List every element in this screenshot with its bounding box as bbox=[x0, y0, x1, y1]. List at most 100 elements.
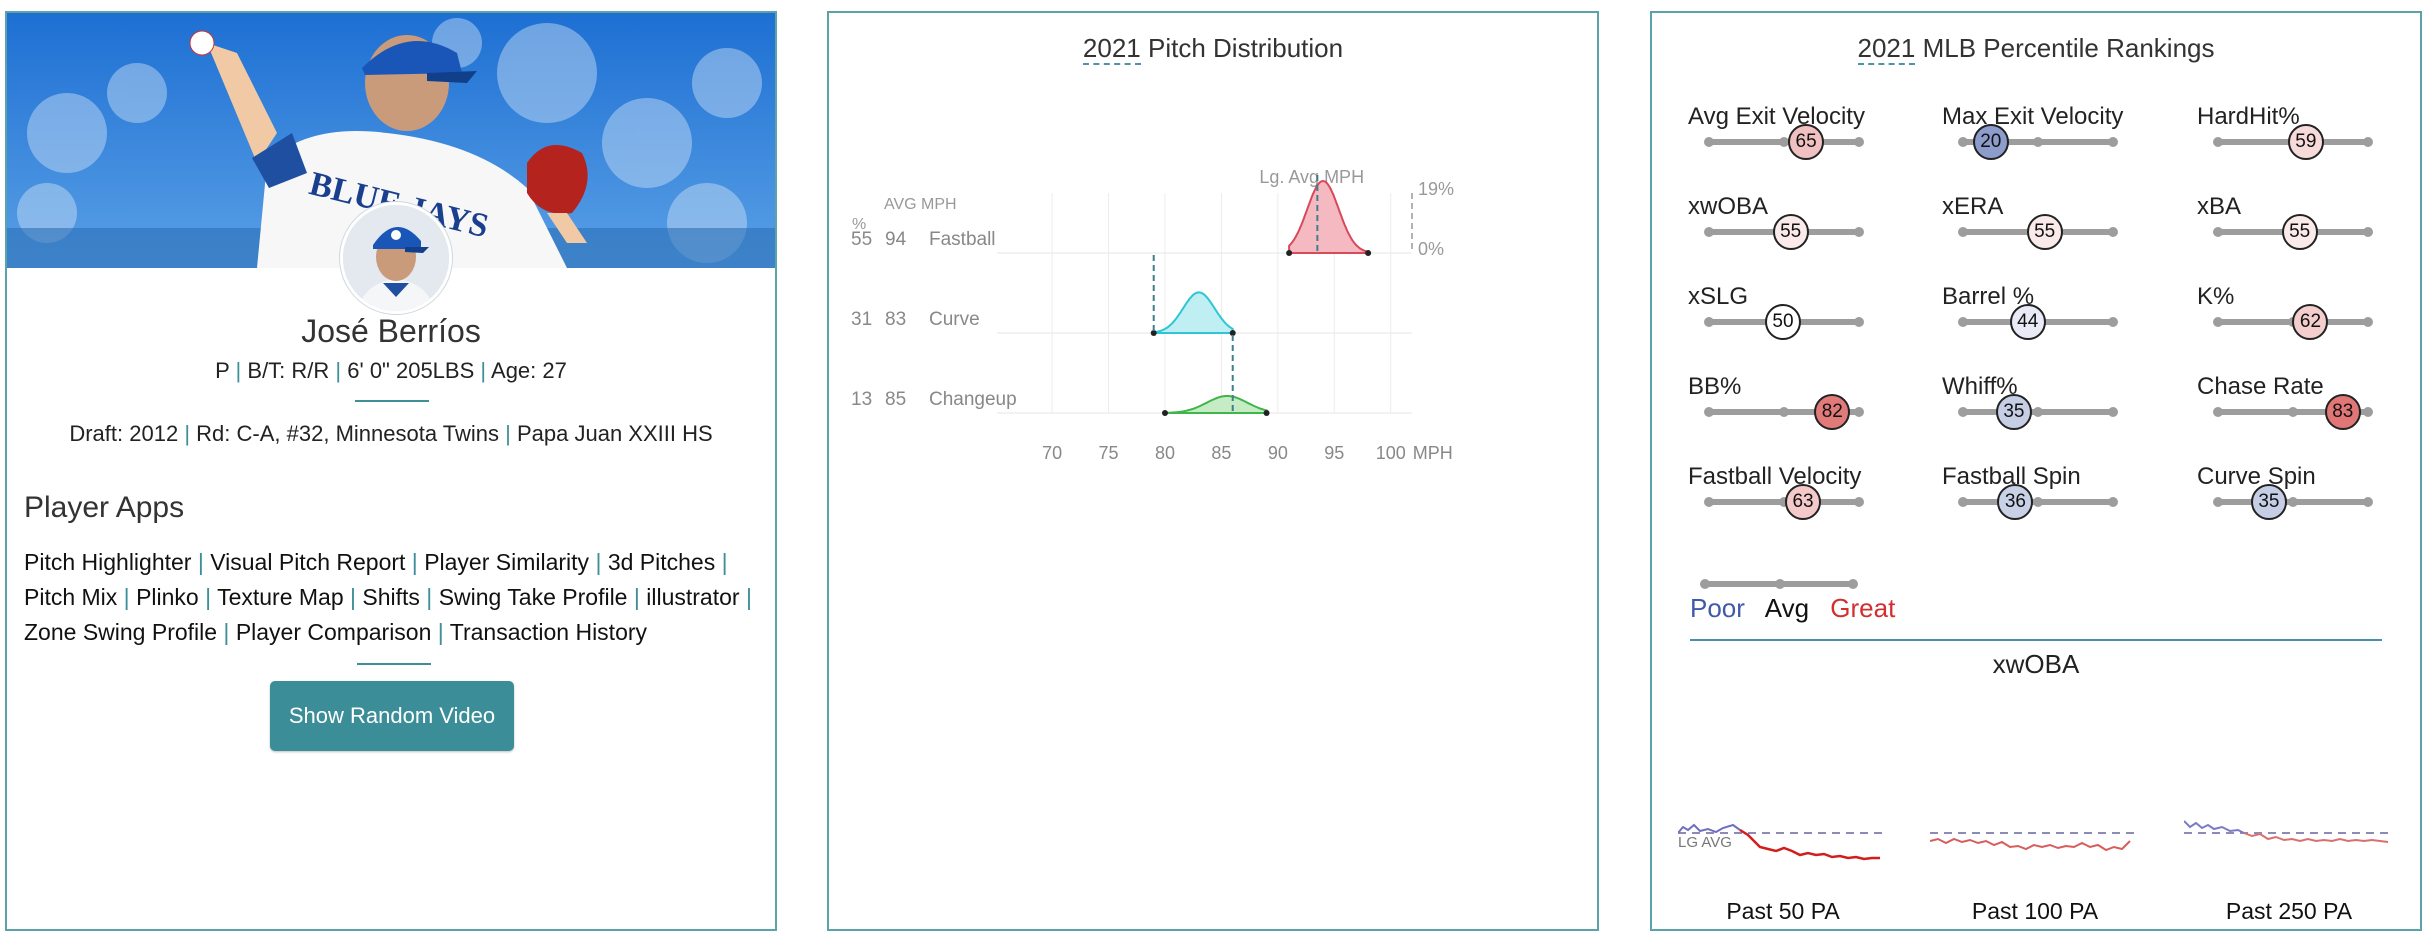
track-dot bbox=[2213, 407, 2223, 417]
percentile-metric: Fastball Velocity 63 bbox=[1688, 463, 1928, 533]
app-link[interactable]: illustrator bbox=[646, 584, 740, 610]
track-dot bbox=[1854, 497, 1864, 507]
track-dot bbox=[1704, 317, 1714, 327]
track-dot bbox=[2363, 317, 2373, 327]
year-selector[interactable]: 2021 bbox=[1857, 33, 1916, 65]
draft-year: 2012 bbox=[129, 421, 179, 446]
x-tick-label: 100 bbox=[1376, 443, 1406, 463]
percentile-bubble[interactable]: 35 bbox=[1995, 394, 2032, 430]
xwoba-rolling-title: xwOBA bbox=[1992, 649, 2080, 679]
bio-position: P bbox=[215, 358, 230, 383]
track-dot bbox=[1854, 407, 1864, 417]
metric-label: HardHit% bbox=[2197, 103, 2300, 130]
pitch-density-curve bbox=[1152, 291, 1234, 334]
separator: | bbox=[627, 584, 647, 610]
track-dot bbox=[1704, 407, 1714, 417]
app-link[interactable]: Zone Swing Profile bbox=[24, 619, 218, 645]
track-dot bbox=[2108, 137, 2118, 147]
track-dot bbox=[1779, 137, 1789, 147]
pitch-density-curve bbox=[1164, 395, 1268, 414]
avg-mph-header: AVG MPH bbox=[884, 196, 957, 213]
legend-poor: Poor bbox=[1690, 593, 1745, 623]
app-link[interactable]: Visual Pitch Report bbox=[210, 549, 406, 575]
track-dot bbox=[2363, 497, 2373, 507]
divider bbox=[1690, 639, 2382, 641]
app-link[interactable]: Swing Take Profile bbox=[438, 584, 628, 610]
app-link[interactable]: Shifts bbox=[362, 584, 420, 610]
app-link[interactable]: Pitch Mix bbox=[24, 584, 118, 610]
percentile-bubble[interactable]: 63 bbox=[1785, 484, 1822, 520]
percentile-bubble[interactable]: 50 bbox=[1765, 304, 1801, 340]
percentile-bubble[interactable]: 82 bbox=[1814, 394, 1851, 430]
pitch-distribution-panel: 2021 Pitch Distribution Lg. Avg MPH 19% 0%… bbox=[827, 11, 1599, 931]
percentile-bubble[interactable]: 62 bbox=[2292, 304, 2329, 340]
separator: | bbox=[335, 358, 342, 383]
x-tick-label: 70 bbox=[1042, 443, 1062, 463]
x-tick-label: 90 bbox=[1268, 443, 1288, 463]
percentile-bubble[interactable]: 35 bbox=[2250, 484, 2287, 520]
pitch-pct: 31 bbox=[851, 309, 872, 330]
track-dot bbox=[2363, 407, 2373, 417]
percentile-metric: Chase Rate 83 bbox=[2197, 373, 2420, 443]
app-link[interactable]: Transaction History bbox=[449, 619, 648, 645]
divider bbox=[355, 400, 429, 402]
track-dot bbox=[1854, 317, 1864, 327]
pitch-name: Curve bbox=[929, 309, 980, 330]
track-dot bbox=[2108, 317, 2118, 327]
pitch-distribution-title-text: Pitch Distribution bbox=[1148, 33, 1344, 63]
draft-team: Minnesota Twins bbox=[335, 421, 500, 446]
percentile-bubble[interactable]: 44 bbox=[2009, 304, 2046, 340]
percentile-bubble[interactable]: 55 bbox=[2281, 214, 2318, 250]
xwoba-rolling-chart-50: LG AVG bbox=[1678, 823, 1883, 861]
track-dot bbox=[2213, 227, 2223, 237]
track-dot bbox=[2108, 227, 2118, 237]
lg-avg-label: LG AVG bbox=[1678, 834, 1732, 851]
track-dot bbox=[2033, 407, 2043, 417]
player-card: BLUE JAYS José Berríos P | B/T: R/R | 6'… bbox=[5, 11, 777, 931]
year-selector[interactable]: 2021 bbox=[1082, 33, 1141, 65]
track-dot bbox=[2213, 317, 2223, 327]
player-name: José Berríos bbox=[301, 313, 481, 349]
percentile-bubble[interactable]: 36 bbox=[1997, 484, 2034, 520]
separator: | bbox=[739, 584, 752, 610]
track-dot bbox=[2108, 407, 2118, 417]
separator: | bbox=[589, 549, 608, 575]
track-dot bbox=[1779, 407, 1789, 417]
x-tick-label: 80 bbox=[1155, 443, 1175, 463]
app-link[interactable]: Plinko bbox=[136, 584, 199, 610]
show-random-video-button[interactable]: Show Random Video bbox=[270, 681, 514, 751]
metric-label: Max Exit Velocity bbox=[1942, 103, 2124, 130]
percentile-metric: xBA 55 bbox=[2197, 193, 2420, 263]
percentile-bubble[interactable]: 20 bbox=[1972, 124, 2009, 160]
separator: | bbox=[343, 584, 363, 610]
divider bbox=[357, 663, 431, 665]
app-link[interactable]: 3d Pitches bbox=[607, 549, 716, 575]
track-dot bbox=[2213, 497, 2223, 507]
player-bio: P | B/T: R/R | 6' 0" 205LBS | Age: 27 bbox=[7, 358, 775, 384]
percentile-bubble[interactable]: 83 bbox=[2324, 394, 2361, 430]
percentile-rankings-panel: 2021 MLB Percentile Rankings Avg Exit Ve… bbox=[1650, 11, 2422, 931]
app-link[interactable]: Player Comparison bbox=[235, 619, 432, 645]
app-link[interactable]: Texture Map bbox=[217, 584, 344, 610]
pitch-distribution-title: 2021 Pitch Distribution bbox=[829, 33, 1597, 65]
pitch-avg-mph: 83 bbox=[885, 309, 906, 330]
scale-top-label: 19% bbox=[1418, 179, 1454, 199]
range-max-dot bbox=[1229, 330, 1236, 336]
range-min-dot bbox=[1286, 250, 1293, 256]
percentile-bubble[interactable]: 55 bbox=[1772, 214, 1809, 250]
separator: | bbox=[191, 549, 211, 575]
pitch-name: Fastball bbox=[929, 229, 996, 250]
percentile-bubble[interactable]: 55 bbox=[2026, 214, 2063, 250]
percentile-metric: xSLG 50 bbox=[1688, 283, 1928, 353]
app-link[interactable]: Pitch Highlighter bbox=[24, 549, 192, 575]
app-link[interactable]: Player Similarity bbox=[424, 549, 590, 575]
pitch-avg-mph: 94 bbox=[885, 229, 907, 250]
track-dot bbox=[2033, 497, 2043, 507]
percentile-bubble[interactable]: 59 bbox=[2287, 124, 2324, 160]
percentile-bubble[interactable]: 65 bbox=[1788, 124, 1825, 160]
pitch-distribution-chart: Lg. Avg MPH 19% 0%% AVG MPH 55 94 Fastball 31 83… bbox=[851, 167, 1454, 463]
track-dot bbox=[2288, 407, 2298, 417]
pitch-pct: 55 bbox=[851, 229, 872, 250]
track-dot bbox=[1958, 407, 1968, 417]
draft-school: Papa Juan XXIII HS bbox=[517, 421, 713, 446]
